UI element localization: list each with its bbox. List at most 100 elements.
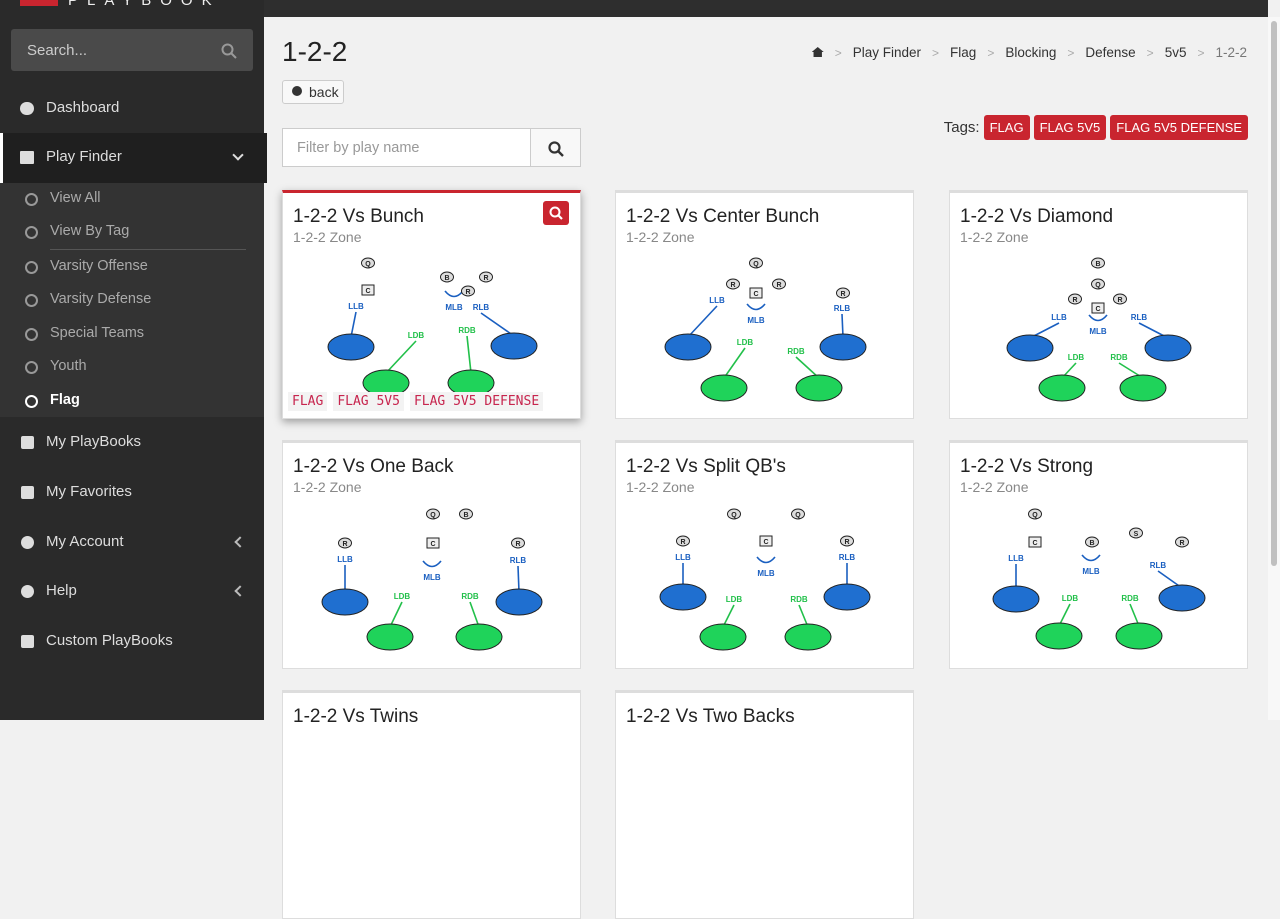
player (1028, 508, 1042, 520)
player (772, 278, 786, 290)
player (840, 535, 854, 547)
zone-arc (444, 290, 464, 298)
card-tags: FLAG FLAG 5V5 FLAG 5V5 DEFENSE (288, 392, 549, 411)
menu-item[interactable]: Dashboard (46, 99, 120, 116)
player (361, 284, 375, 296)
player-label: RDB (461, 592, 479, 601)
player (440, 271, 454, 283)
route-line (722, 604, 735, 628)
submenu-ring (25, 395, 38, 408)
player (426, 537, 440, 549)
player-label: R (680, 539, 685, 546)
zone-oval (699, 623, 747, 651)
brand: PLAYBOOK (68, 0, 221, 9)
zone-oval (819, 333, 867, 361)
play-card[interactable]: 1-2-2 Vs Split QB's 1-2-2 Zone Q Q R C R LLB MLB… (615, 440, 914, 669)
player-label: LLB (1051, 313, 1067, 322)
filter-button[interactable] (530, 128, 581, 167)
zone-oval (1035, 622, 1083, 650)
zone-oval (664, 333, 712, 361)
play-card[interactable]: 1-2-2 Vs Strong 1-2-2 Zone Q B S R C LLB MLB RLB L… (949, 440, 1248, 669)
menu-item[interactable]: My Account (46, 533, 124, 550)
play-card[interactable]: 1-2-2 Vs Bunch 1-2-2 Zone Q B R R C LLB MLB RLB LD… (282, 190, 581, 419)
tag[interactable]: FLAG 5V5 (1033, 115, 1107, 140)
menu-active-bg (0, 133, 267, 183)
zone-oval (795, 374, 843, 402)
submenu-item[interactable]: Youth (50, 358, 87, 374)
menu-icon (21, 536, 34, 549)
zone-oval (700, 374, 748, 402)
player (1085, 536, 1099, 548)
route-line (723, 347, 746, 379)
route-line (798, 604, 809, 628)
submenu-item[interactable]: Varsity Offense (50, 258, 148, 274)
breadcrumb-item[interactable]: 5v5 (1164, 45, 1187, 60)
player-label: Q (1095, 282, 1101, 289)
breadcrumb-item[interactable]: Play Finder (852, 45, 922, 60)
quick-view-button[interactable] (543, 201, 569, 225)
tag[interactable]: FLAG 5V5 DEFENSE (1110, 115, 1248, 140)
play-diagram: Q B R C R LLB MLB RLB LDB RDB (321, 508, 543, 651)
zone-arc (756, 556, 776, 564)
breadcrumb-item[interactable]: Blocking (1005, 45, 1057, 60)
route-line (389, 601, 403, 628)
player-label: RLB (834, 304, 851, 313)
zone-oval (1115, 622, 1163, 650)
menu-item[interactable]: Help (46, 582, 77, 599)
zone-oval (1158, 584, 1206, 612)
player (479, 271, 493, 283)
back-button[interactable]: back (282, 80, 344, 104)
menu-item[interactable]: Custom PlayBooks (46, 632, 173, 649)
menu-item[interactable]: Play Finder (46, 148, 122, 165)
submenu-item[interactable]: View All (50, 190, 101, 206)
submenu-item[interactable]: Varsity Defense (50, 291, 152, 307)
chevron (234, 585, 246, 597)
route-line (350, 311, 357, 338)
submenu-item[interactable]: Special Teams (50, 325, 145, 341)
play-card[interactable]: 1-2-2 Vs Two Backs (615, 690, 914, 919)
zone-oval (455, 623, 503, 651)
player-label: LDB (726, 595, 743, 604)
breadcrumb-item[interactable]: Flag (950, 45, 977, 60)
zone-oval (1006, 334, 1054, 362)
menu-icon (21, 635, 34, 648)
player-label: RDB (1110, 353, 1128, 362)
player (1175, 536, 1189, 548)
card-tag: FLAG 5V5 DEFENSE (409, 392, 544, 411)
card-tag: FLAG 5V5 (333, 392, 404, 411)
player (791, 508, 805, 520)
card-title: 1-2-2 Vs Split QB's (626, 456, 786, 477)
player-label: C (365, 288, 370, 295)
player-label: LLB (337, 555, 353, 564)
search-box[interactable]: Search... (11, 29, 253, 71)
menu-item[interactable]: My Favorites (46, 483, 132, 500)
menu-item[interactable]: My PlayBooks (46, 433, 142, 450)
play-card[interactable]: 1-2-2 Vs Center Bunch 1-2-2 Zone Q R C R R LLB M… (615, 190, 914, 419)
player-label: RDB (1121, 594, 1139, 603)
submenu-item[interactable]: View By Tag (50, 223, 130, 239)
play-diagram: Q Q R C R LLB MLB RLB LDB RDB (659, 508, 871, 651)
play-diagram: Q B S R C LLB MLB RLB LDB RDB (992, 508, 1206, 650)
tag[interactable]: FLAG (983, 115, 1030, 140)
filter-input[interactable]: Filter by play name (282, 128, 531, 167)
player-label: RLB (510, 556, 527, 565)
play-card[interactable]: 1-2-2 Vs One Back 1-2-2 Zone Q B R C R LLB MLB RL… (282, 440, 581, 669)
play-card[interactable]: 1-2-2 Vs Twins (282, 690, 581, 919)
player-label: MLB (1089, 327, 1107, 336)
submenu-ring (25, 294, 38, 307)
route-line (480, 312, 515, 337)
player-label: LLB (1008, 554, 1024, 563)
back-label: back (309, 84, 339, 100)
submenu-item[interactable]: Flag (50, 392, 80, 408)
player-label: B (1095, 261, 1100, 268)
player-label: Q (1032, 512, 1038, 519)
scrollbar (1268, 17, 1280, 720)
breadcrumb-item[interactable]: Defense (1085, 45, 1136, 60)
breadcrumb-sep: > (1197, 46, 1205, 60)
player-label: C (753, 291, 758, 298)
play-card[interactable]: 1-2-2 Vs Diamond 1-2-2 Zone B Q R C R LLB MLB RLB… (949, 190, 1248, 419)
route-line (469, 601, 480, 628)
player-label: C (763, 539, 768, 546)
breadcrumb-sep: > (1146, 46, 1154, 60)
